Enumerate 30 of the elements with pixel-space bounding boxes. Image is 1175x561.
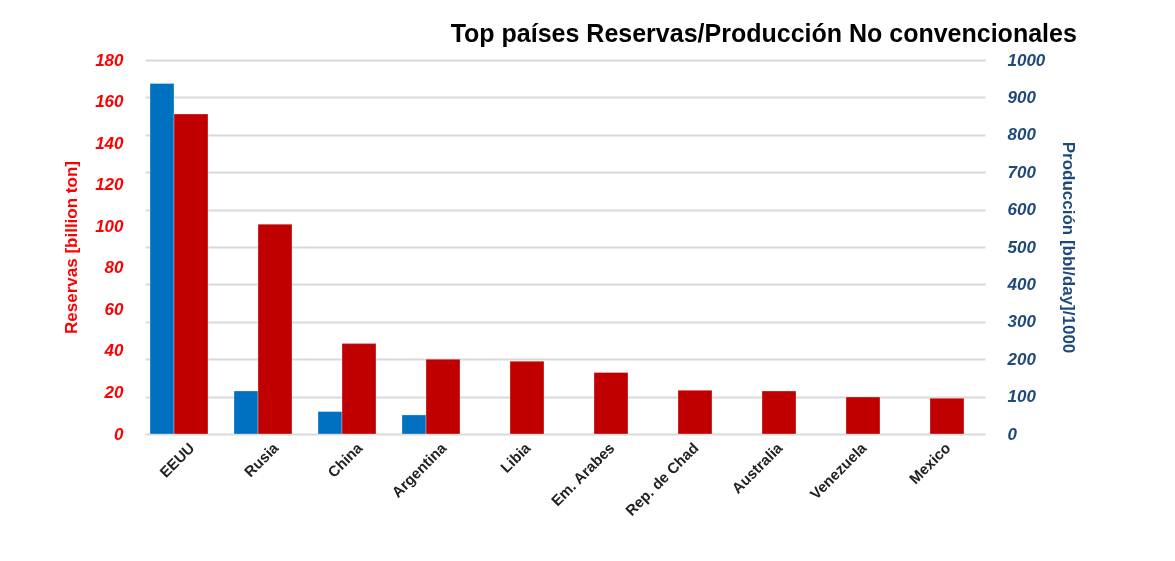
y2-tick-label: 600: [1007, 200, 1037, 220]
y-tick-label: 120: [95, 175, 125, 195]
bar: [929, 398, 965, 435]
y-tick-label: 80: [104, 258, 125, 278]
y-tick-label: 100: [95, 216, 125, 236]
y-axis-title: Reservas [billion ton]: [62, 161, 82, 334]
y-tick-label: 140: [95, 133, 125, 153]
bar: [761, 390, 797, 435]
y-tick-label: 160: [95, 92, 125, 112]
y2-tick-label: 1000: [1007, 50, 1046, 70]
y-tick-label: 60: [104, 299, 125, 319]
y2-tick-label: 0: [1007, 424, 1018, 444]
y2-tick-label: 500: [1007, 237, 1037, 257]
chart-title: Top países Reservas/Producción No convencionales: [450, 19, 1077, 47]
bar: [509, 361, 545, 435]
y2-tick-label: 400: [1006, 274, 1037, 294]
y-tick-label: 40: [103, 341, 125, 361]
y2-tick-label: 200: [1006, 349, 1037, 369]
y-tick-label: 180: [95, 50, 125, 70]
bar: [677, 390, 713, 435]
y2-tick-label: 800: [1007, 125, 1037, 145]
y-tick-label: 0: [114, 424, 125, 444]
y2-axis-title: Producción [bbl/day]/1000: [1059, 141, 1079, 354]
bar: [593, 372, 629, 435]
y2-tick-label: 900: [1007, 87, 1037, 107]
y2-tick-label: 700: [1007, 162, 1037, 182]
y2-tick-label: 100: [1007, 387, 1037, 407]
y-tick-label: 20: [103, 382, 125, 402]
y2-tick-label: 300: [1007, 312, 1037, 332]
bar: [845, 396, 881, 435]
